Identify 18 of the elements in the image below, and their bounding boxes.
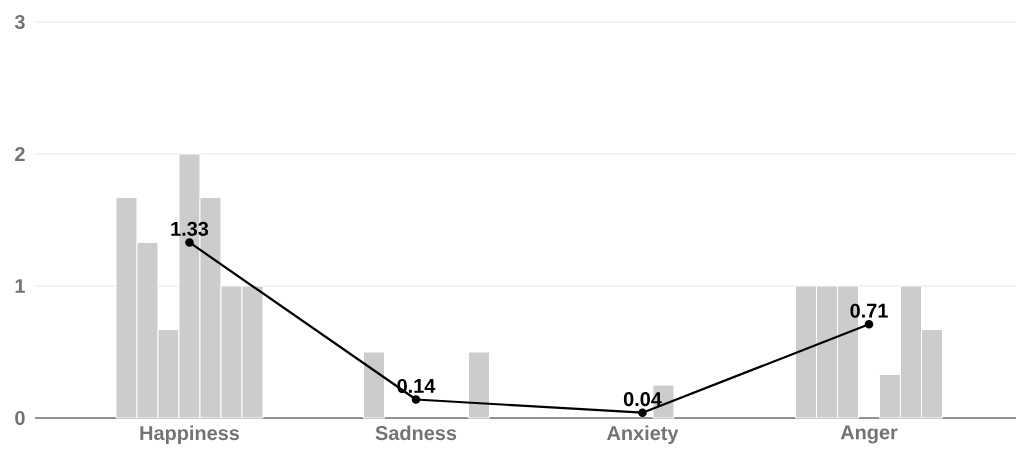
y-tick-label: 1 [15,279,25,293]
bar [363,351,385,419]
data-label: 0.14 [397,378,436,393]
data-label: 0.04 [623,392,662,407]
x-tick-label: Sadness [375,425,457,441]
data-label: 0.71 [850,303,888,318]
point [638,408,647,418]
x-tick-label: Happiness [140,425,240,445]
y-tick-label: 3 [14,14,25,30]
data-label: 1.33 [171,221,209,236]
bar [467,351,490,419]
y-tick-label: 2 [15,147,25,161]
y-tick-label: 0 [15,410,25,426]
point [185,238,194,247]
x-tick-label: Anxiety [607,425,679,445]
point [864,319,874,329]
point [411,395,421,404]
x-tick-label: Anger [840,425,898,444]
